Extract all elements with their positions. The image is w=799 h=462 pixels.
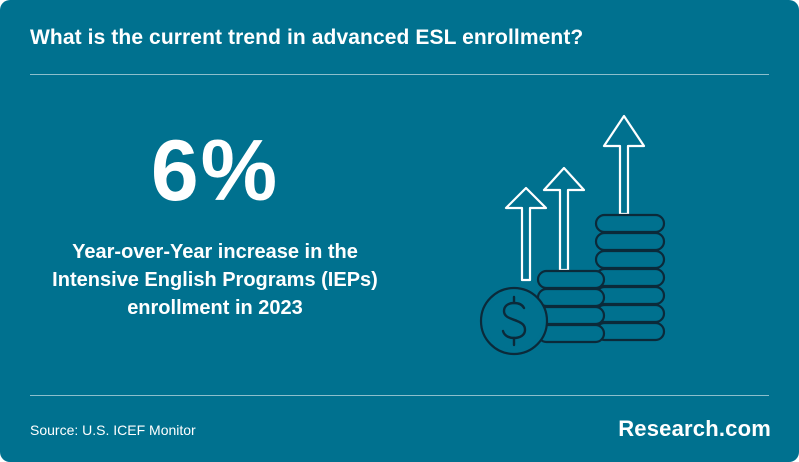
dollar-coin-icon bbox=[479, 286, 549, 356]
stat-block: 6% Year-over-Year increase in the Intens… bbox=[20, 128, 410, 322]
arrow-up-icon bbox=[542, 166, 586, 272]
coin-stacks bbox=[536, 213, 666, 344]
arrow-up-icon bbox=[602, 114, 646, 216]
growth-arrows bbox=[504, 114, 646, 282]
stat-description-line: Year-over-Year increase in the bbox=[72, 241, 358, 263]
coins-growth-arrows-icon bbox=[479, 114, 666, 356]
top-divider bbox=[30, 74, 769, 75]
arrow-up-icon bbox=[504, 186, 548, 282]
stat-value: 6% bbox=[150, 123, 280, 219]
stat-description: Year-over-Year increase in the Intensive… bbox=[20, 238, 410, 322]
source-note: Source: U.S. ICEF Monitor bbox=[30, 422, 196, 438]
page-title: What is the current trend in advanced ES… bbox=[30, 26, 584, 49]
brand-logo: Research.com bbox=[618, 416, 771, 441]
stat-description-line: Intensive English Programs (IEPs) bbox=[52, 269, 378, 291]
stat-description-line: enrollment in 2023 bbox=[127, 297, 303, 319]
bottom-divider bbox=[30, 395, 769, 396]
